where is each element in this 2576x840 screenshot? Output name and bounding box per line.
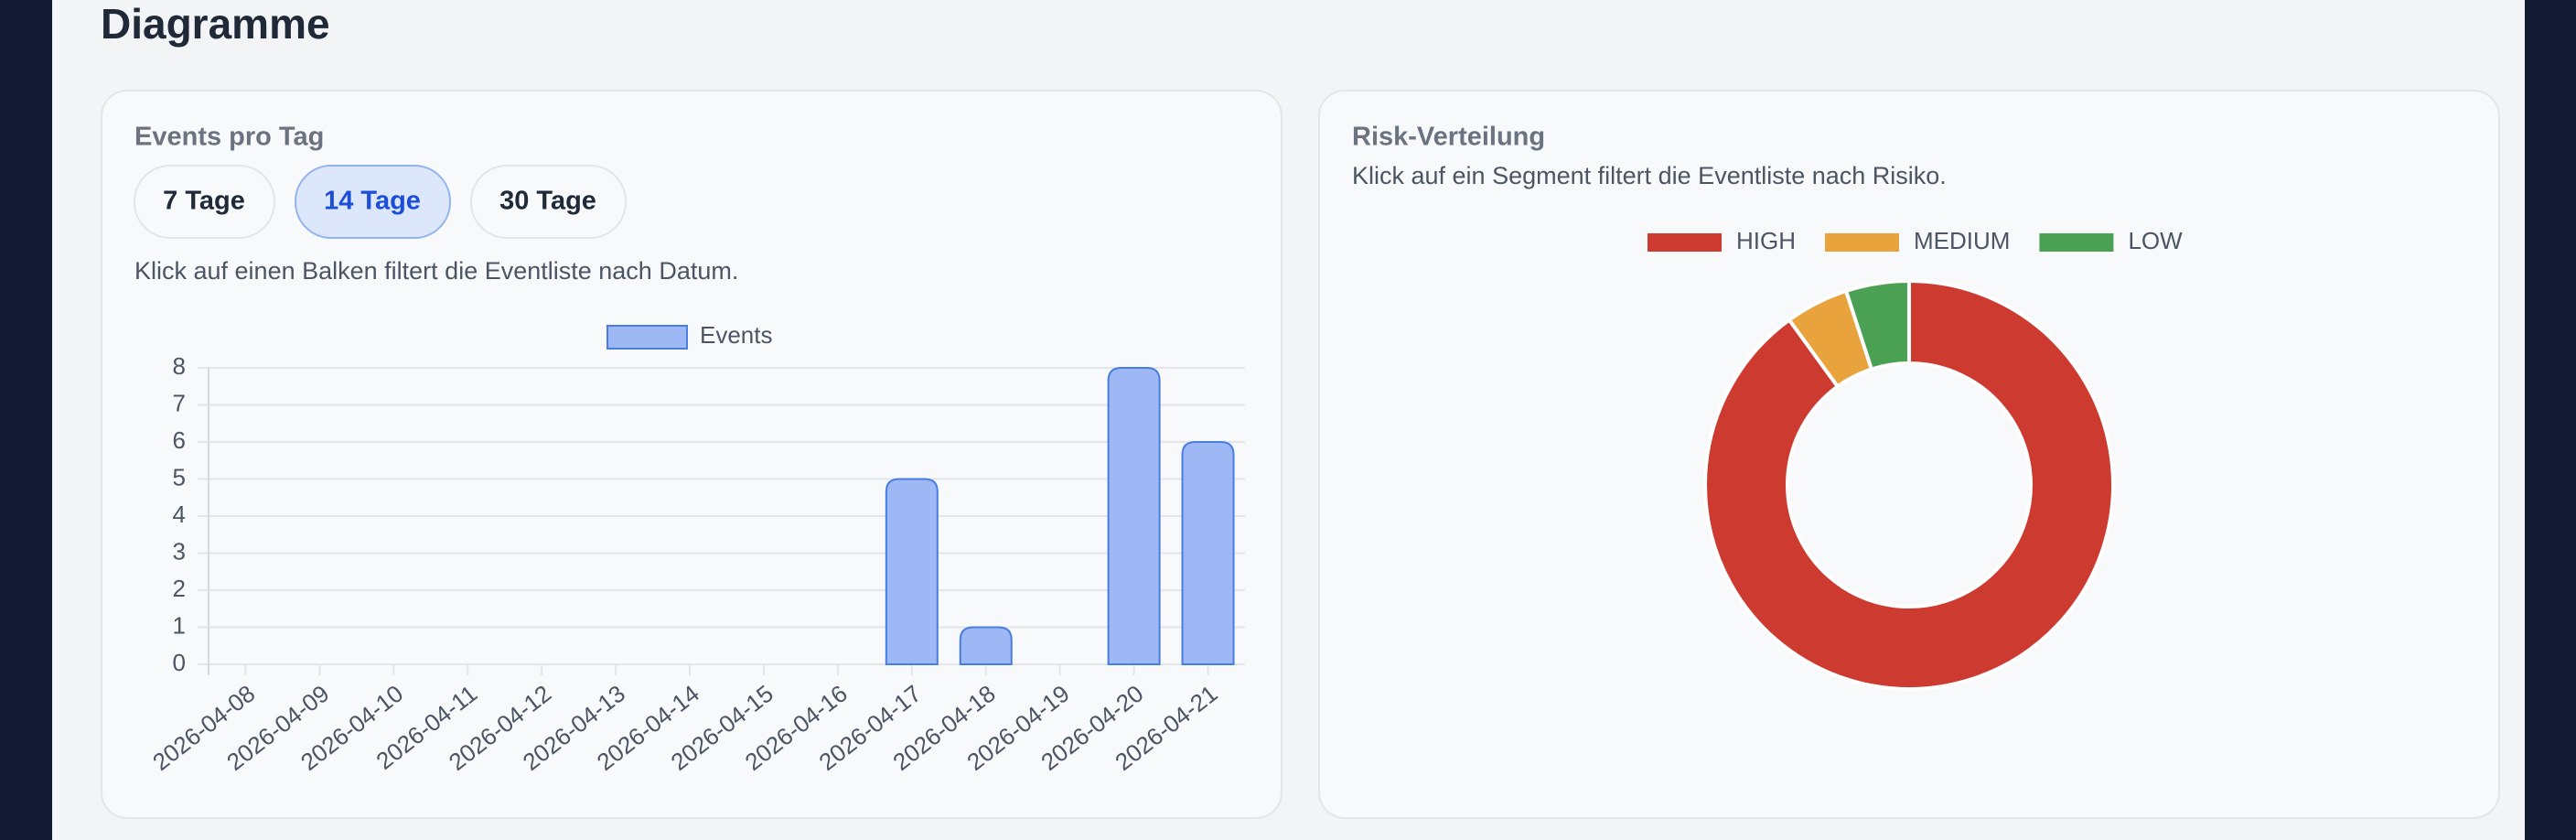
bar[interactable] [959, 626, 1013, 665]
bar[interactable] [1107, 367, 1161, 665]
range-button[interactable] [134, 165, 275, 239]
y-tick-label: 3 [173, 537, 186, 565]
bar[interactable] [1181, 441, 1235, 665]
y-tick-label: 8 [173, 352, 186, 380]
hint: Klick auf einen Balken filtert die Event… [134, 257, 738, 285]
panel [1318, 90, 2500, 819]
range-button[interactable] [470, 165, 627, 239]
legend-label: MEDIUM [1914, 227, 2010, 254]
button-label[interactable]: 14 Tage [324, 187, 421, 216]
y-tick-label: 0 [173, 649, 186, 676]
y-tick-label: 7 [173, 389, 186, 416]
button-label[interactable]: 30 Tage [499, 187, 596, 216]
legend-swatch [1825, 233, 1899, 252]
legend-label: HIGH [1736, 227, 1796, 254]
range-button-active[interactable] [295, 165, 451, 239]
legend-label: LOW [2128, 227, 2183, 254]
y-tick-label: 4 [173, 501, 186, 528]
legend-swatch [1648, 233, 1722, 252]
y-tick-label: 1 [173, 611, 186, 639]
panel-title: Events pro Tag [134, 123, 324, 152]
panel-title: Risk-Verteilung [1352, 123, 1545, 152]
segment[interactable] [1702, 278, 2115, 691]
y-tick-label: 5 [173, 463, 186, 490]
legend-label: Events [700, 321, 773, 349]
left-strip [0, 0, 52, 840]
right-strip [2525, 0, 2576, 840]
legend-swatch [2039, 233, 2114, 252]
bar[interactable] [885, 478, 939, 665]
button-label[interactable]: 7 Tage [163, 187, 245, 216]
segment[interactable] [1843, 278, 1911, 372]
heading: Diagramme [101, 0, 330, 48]
y-tick-label: 6 [173, 426, 186, 454]
hint: Klick auf ein Segment filtert die Eventl… [1352, 162, 1947, 189]
legend-swatch [606, 325, 688, 350]
y-tick-label: 2 [173, 575, 186, 602]
